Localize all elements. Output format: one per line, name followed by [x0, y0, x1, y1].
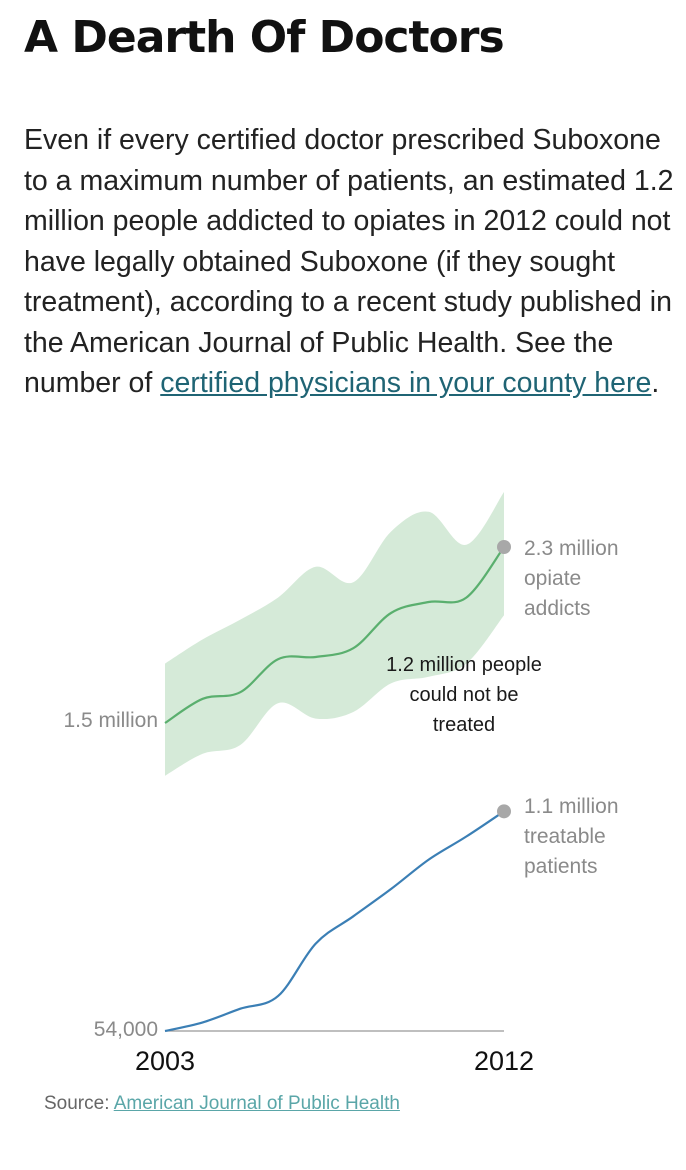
gap-annotation-line1: 1.2 million people	[386, 654, 542, 676]
addicts-end-label-line2: opiate	[524, 567, 581, 590]
intro-trailing: .	[651, 367, 660, 399]
source-line: Source: American Journal of Public Healt…	[44, 1093, 400, 1115]
treatable-patients-endpoint	[497, 804, 511, 819]
x-tick-2012: 2012	[474, 1046, 534, 1076]
gap-annotation-line2: could not be	[410, 684, 519, 706]
addicts-uncertainty-band	[165, 492, 504, 776]
treatable-end-label-line2: treatable	[524, 825, 606, 848]
intro-text: Even if every certified doctor prescribe…	[24, 120, 674, 404]
addicts-end-label-line1: 2.3 million	[524, 537, 619, 560]
addicts-start-label: 1.5 million	[63, 709, 158, 732]
headline: A Dearth Of Doctors	[24, 12, 505, 63]
opiate-addicts-line	[164, 546, 505, 724]
treatable-start-label: 54,000	[94, 1018, 158, 1041]
x-tick-2003: 2003	[135, 1046, 195, 1076]
source-label: Source:	[44, 1093, 114, 1114]
treatable-end-label-line1: 1.1 million	[524, 795, 619, 818]
addicts-end-label-line3: addicts	[524, 597, 591, 620]
intro-body: Even if every certified doctor prescribe…	[24, 124, 674, 399]
treatable-patients-line	[164, 810, 505, 1033]
certified-physicians-link[interactable]: certified physicians in your county here	[160, 367, 652, 399]
gap-annotation-line3: treated	[433, 714, 495, 736]
source-link[interactable]: American Journal of Public Health	[113, 1093, 400, 1114]
opiate-addicts-endpoint	[497, 540, 511, 554]
treatable-end-label-line3: patients	[524, 855, 598, 878]
